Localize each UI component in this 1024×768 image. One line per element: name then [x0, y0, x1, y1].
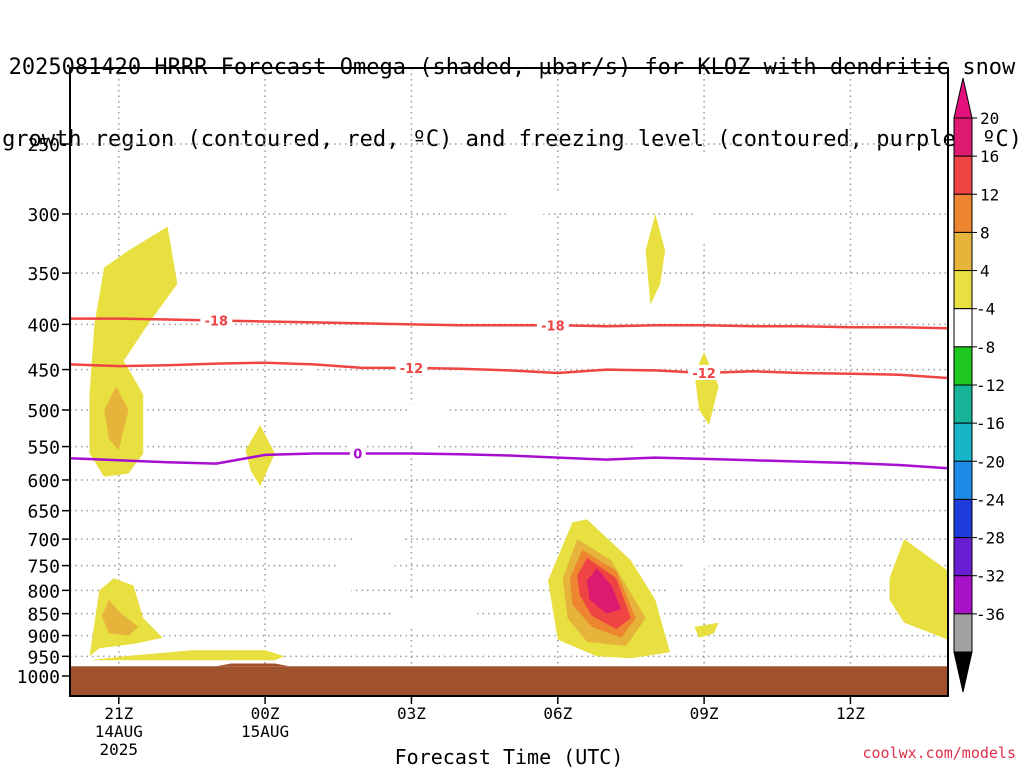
colorbar-label--28: -28 — [976, 529, 1005, 548]
y-tick-label-800: 800 — [27, 581, 60, 602]
colorbar-label-20: 20 — [980, 109, 999, 128]
x-tick-sublabel: 15AUG — [241, 722, 289, 741]
y-tick-label-1000: 1000 — [17, 667, 60, 688]
contour-label-bg — [395, 359, 428, 375]
y-tick-label-750: 750 — [27, 557, 60, 578]
contour-label--12-0: -12 — [400, 362, 424, 377]
y-tick-label-700: 700 — [27, 530, 60, 551]
omega-region-2 — [101, 599, 139, 636]
y-tick-label-550: 550 — [27, 438, 60, 459]
x-tick-sublabel: 14AUG — [95, 722, 143, 741]
colorbar-box-6 — [953, 346, 973, 386]
y-tick-label-950: 950 — [27, 647, 60, 668]
y-tick-label-500: 500 — [27, 401, 60, 422]
omega-region-17 — [694, 622, 719, 638]
x-tick-label-21Z: 21Z — [104, 704, 133, 723]
x-tick-label-00Z: 00Z — [251, 704, 280, 723]
colorbar-label--16: -16 — [976, 414, 1005, 433]
omega-region-4 — [104, 386, 129, 450]
omega-region-0 — [89, 650, 285, 661]
omega-region-6 — [265, 530, 412, 610]
omega-region-18 — [889, 539, 948, 640]
omega-region-3 — [89, 226, 178, 477]
y-tick-label-350: 350 — [27, 264, 60, 285]
omega-region-11 — [694, 151, 719, 245]
x-tick-label-12Z: 12Z — [836, 704, 865, 723]
colorbar-box-4 — [953, 270, 973, 310]
y-tick-label-850: 850 — [27, 605, 60, 626]
terrain-fill — [70, 666, 948, 696]
y-tick-label-250: 250 — [27, 135, 60, 156]
x-tick-label-03Z: 03Z — [397, 704, 426, 723]
colorbar-box-0 — [953, 117, 973, 157]
contour-label--18-0: -18 — [205, 315, 229, 330]
y-tick-label-600: 600 — [27, 471, 60, 492]
y-tick-label-450: 450 — [27, 361, 60, 382]
omega-region-12 — [801, 273, 851, 305]
contours: -18 -18 -12 -12 0 — [70, 312, 948, 470]
y-tick-label-400: 400 — [27, 315, 60, 336]
colorbar-label--8: -8 — [976, 338, 995, 357]
y-tick-label-650: 650 — [27, 502, 60, 523]
contour-label--18-1: -18 — [541, 319, 565, 334]
colorbar-label-16: 16 — [980, 147, 999, 166]
colorbar-label-8: 8 — [980, 223, 990, 242]
terrain-bump — [216, 663, 290, 667]
x-axis-label: Forecast Time (UTC) — [395, 745, 624, 768]
colorbar-label--12: -12 — [976, 376, 1005, 395]
omega-shading — [89, 151, 948, 661]
omega-region-16 — [694, 352, 719, 426]
omega-region-23 — [587, 568, 622, 614]
coolwx-credit-link[interactable]: coolwx.com/models — [862, 744, 1016, 762]
contour-label-bg — [536, 317, 569, 333]
terrain — [70, 663, 948, 696]
x-tick-label-06Z: 06Z — [543, 704, 572, 723]
colorbar-label--20: -20 — [976, 452, 1005, 471]
omega-region-13 — [635, 406, 661, 457]
omega-region-8 — [406, 373, 446, 464]
colorbar-box-12 — [953, 575, 973, 615]
contour-label--12-1: -12 — [692, 367, 716, 382]
colorbar: 20 16 12 8 4 -4 -8 -12 -16 -20 -24 -28 -32 -36 — [953, 77, 1005, 693]
contour-label-bg — [688, 364, 721, 380]
colorbar-box-7 — [953, 384, 973, 424]
contour-label-0-0: 0 — [353, 447, 362, 462]
omega-region-10 — [509, 194, 602, 221]
colorbar-label-12: 12 — [980, 185, 999, 204]
colorbar-box-2 — [953, 193, 973, 233]
colorbar-label-4: 4 — [980, 262, 990, 281]
x-tick-sublabel: 2025 — [100, 740, 139, 759]
colorbar-label--4: -4 — [976, 300, 995, 319]
contour-label-bg — [200, 312, 233, 328]
colorbar-box-9 — [953, 460, 973, 500]
chart-title-line2: growth region (contoured, red, ºC) and f… — [2, 127, 1022, 152]
colorbar-box-13 — [953, 613, 973, 653]
contour-line--12 — [70, 361, 948, 380]
colorbar-box-8 — [953, 422, 973, 462]
omega-region-14 — [650, 536, 724, 627]
omega-region-15 — [645, 214, 666, 305]
colorbar-top-arrow — [953, 77, 973, 119]
colorbar-label--24: -24 — [976, 490, 1005, 509]
omega-region-9 — [391, 595, 485, 632]
y-tick-label-900: 900 — [27, 627, 60, 648]
colorbar-box-5 — [953, 308, 973, 348]
colorbar-box-1 — [953, 155, 973, 195]
contour-label-bg — [349, 445, 366, 461]
colorbar-bottom-arrow — [953, 651, 973, 693]
plot-frame — [69, 67, 949, 697]
colorbar-label--32: -32 — [976, 567, 1005, 586]
contour-line-0 — [70, 452, 948, 470]
colorbar-box-10 — [953, 498, 973, 539]
y-tick-label-300: 300 — [27, 205, 60, 226]
x-tick-label-09Z: 09Z — [690, 704, 719, 723]
colorbar-box-3 — [953, 231, 973, 272]
omega-region-7 — [304, 360, 319, 399]
grid — [70, 68, 948, 696]
colorbar-box-11 — [953, 537, 973, 577]
colorbar-label--36: -36 — [976, 605, 1005, 624]
y-axis: 2503003504004505005506006507007508008509… — [17, 135, 70, 688]
